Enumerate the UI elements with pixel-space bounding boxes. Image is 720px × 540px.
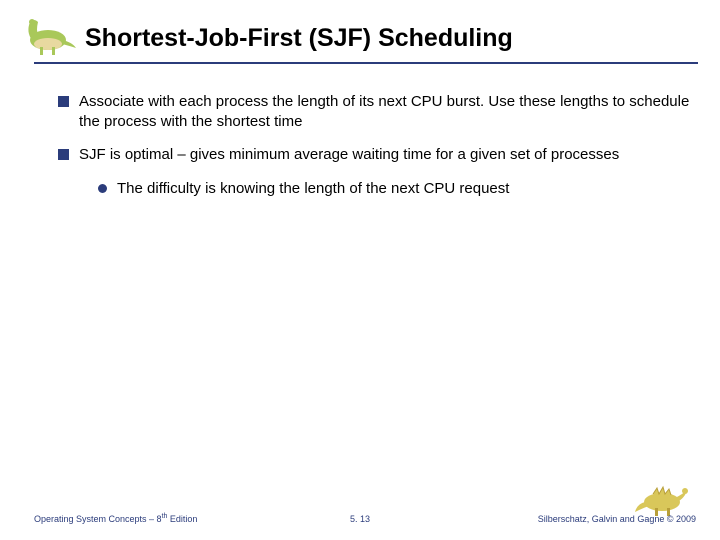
square-bullet-icon (58, 149, 69, 160)
bullet-item: SJF is optimal – gives minimum average w… (58, 145, 690, 165)
square-bullet-icon (58, 96, 69, 107)
slide: Shortest-Job-First (SJF) Scheduling Asso… (0, 0, 720, 540)
footer-left-suffix: Edition (167, 514, 197, 524)
title-underline (34, 62, 698, 64)
dot-bullet-icon (98, 184, 107, 193)
sub-bullet-text: The difficulty is knowing the length of … (117, 179, 509, 199)
bullet-text: SJF is optimal – gives minimum average w… (79, 145, 619, 165)
footer-page-number: 5. 13 (350, 514, 370, 524)
dinosaur-top-icon (18, 12, 78, 57)
bullet-item: Associate with each process the length o… (58, 92, 690, 131)
footer: Operating System Concepts – 8th Edition … (0, 498, 720, 528)
footer-left-text: Operating System Concepts – 8th Edition (34, 513, 197, 524)
slide-title: Shortest-Job-First (SJF) Scheduling (85, 24, 513, 53)
footer-copyright: Silberschatz, Galvin and Gagne © 2009 (538, 514, 696, 524)
sub-bullet-item: The difficulty is knowing the length of … (98, 179, 690, 199)
bullet-text: Associate with each process the length o… (79, 92, 690, 131)
content-area: Associate with each process the length o… (58, 92, 690, 208)
footer-left-prefix: Operating System Concepts – 8 (34, 514, 162, 524)
